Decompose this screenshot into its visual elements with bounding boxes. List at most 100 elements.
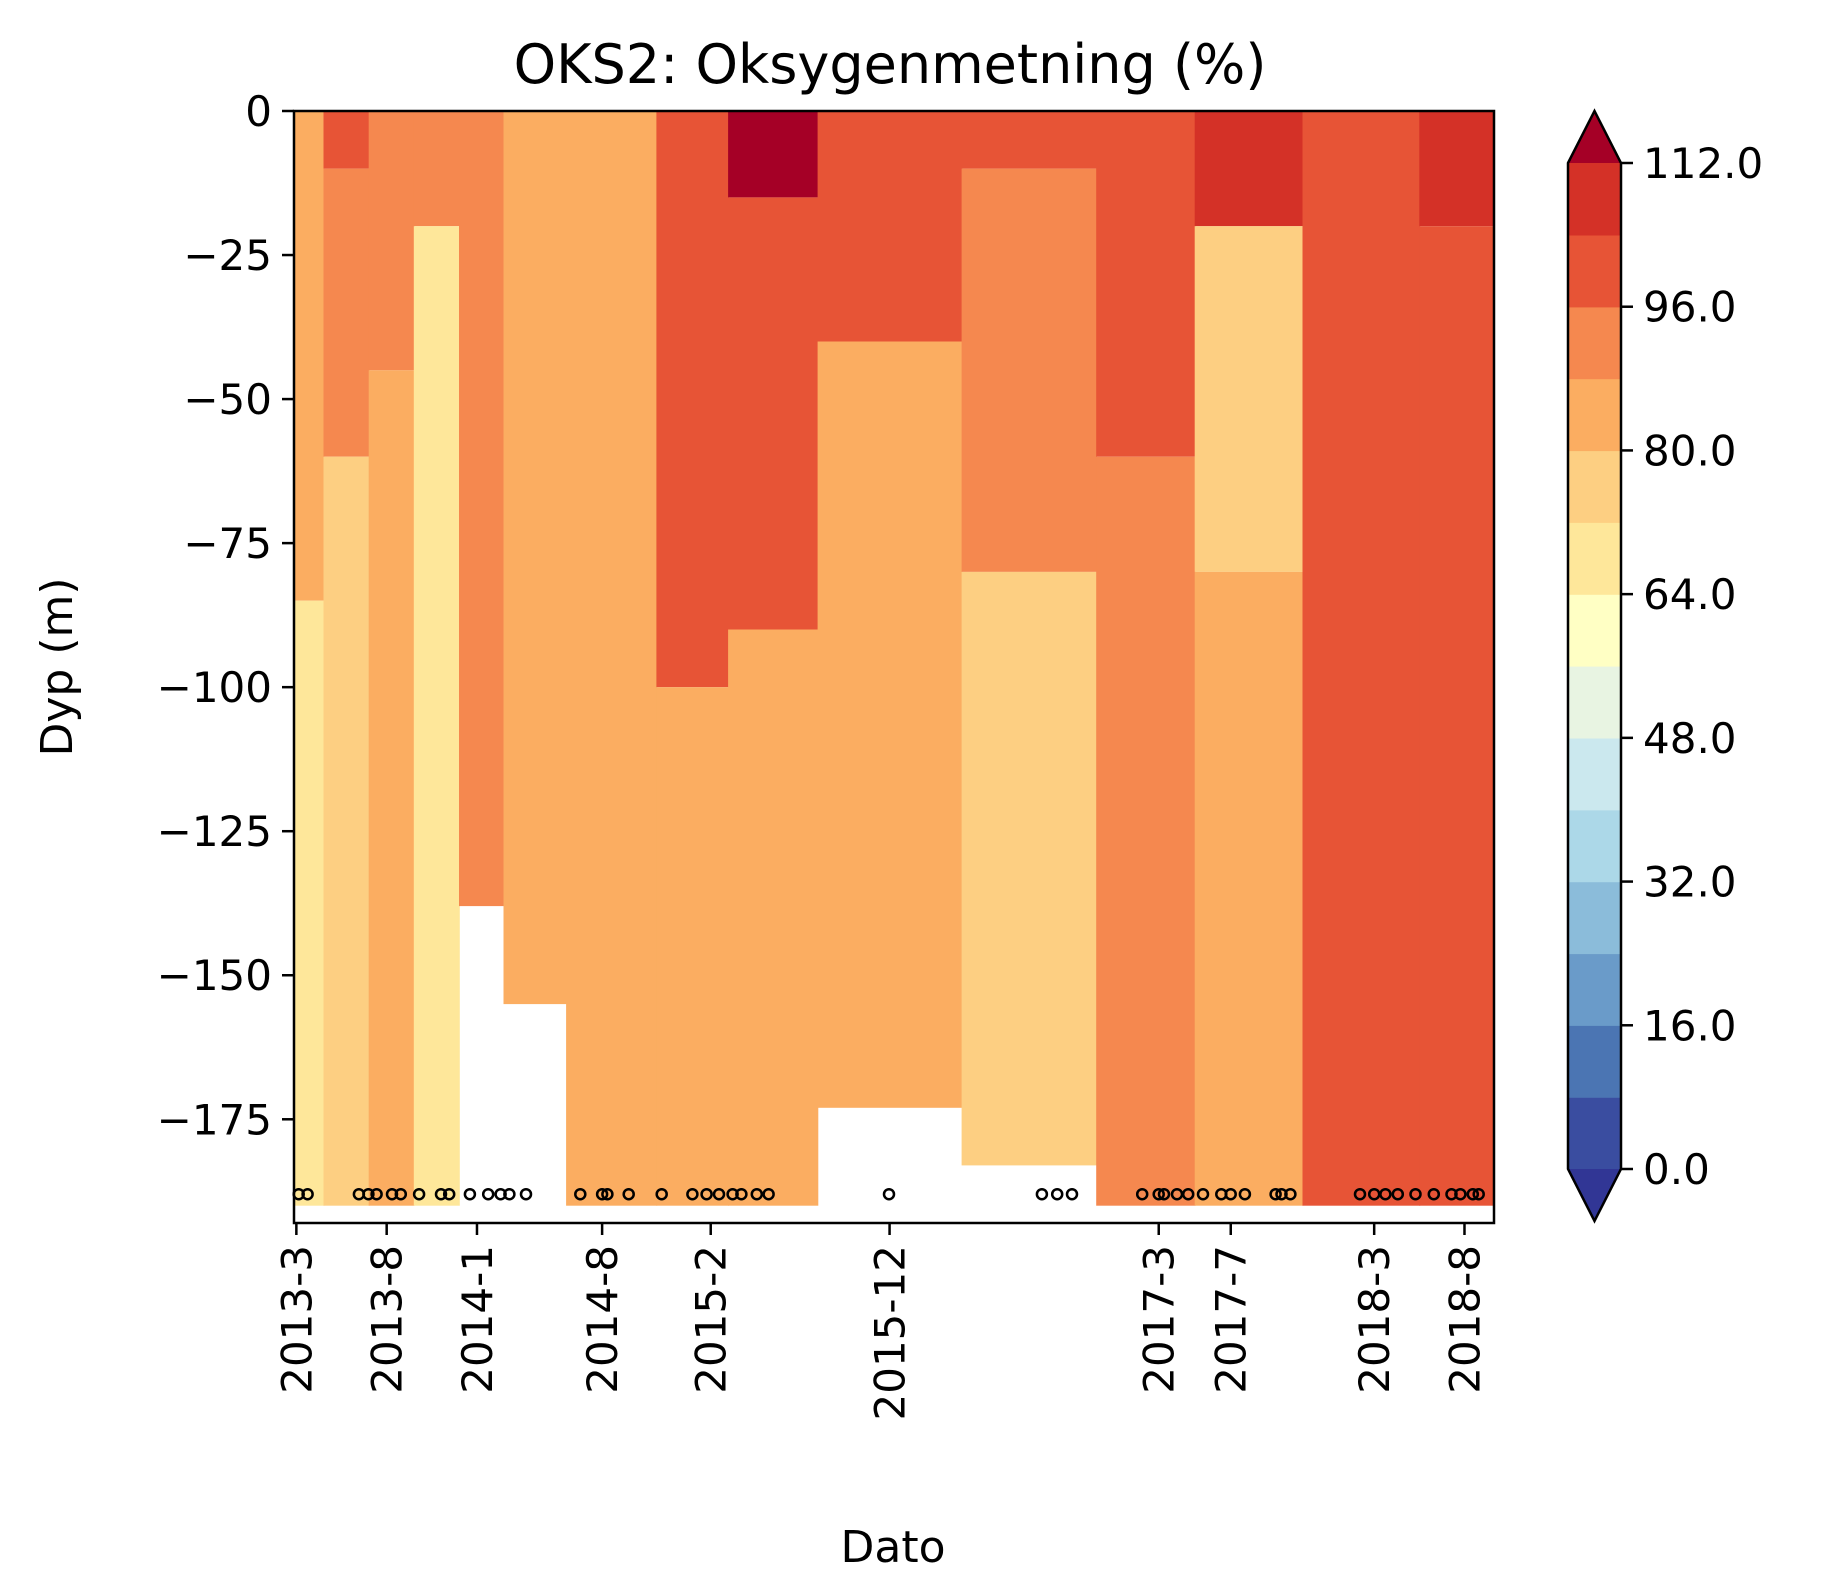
- x-tick-label: 2013-3: [272, 1245, 321, 1394]
- x-tick-label: 2018-3: [1350, 1245, 1399, 1394]
- contour-band: [503, 111, 567, 1005]
- sample-marker: [1284, 1187, 1297, 1201]
- colorbar-segment: [1568, 450, 1621, 523]
- sample-marker: [1409, 1187, 1422, 1201]
- sample-markers: [292, 1187, 1485, 1201]
- sample-marker: [1065, 1187, 1079, 1201]
- x-tick-label: 2017-7: [1207, 1245, 1256, 1394]
- colorbar-extend-min: [1568, 1169, 1621, 1221]
- colorbar-tick-label: 0.0: [1643, 1145, 1710, 1194]
- colorbar-segment: [1568, 594, 1621, 667]
- y-axis-label: Dyp (m): [32, 577, 83, 756]
- x-tick-label: 2014-8: [578, 1245, 627, 1394]
- contour-band: [817, 341, 963, 1108]
- y-tick-label: −125: [157, 807, 272, 856]
- contour-band: [1302, 111, 1421, 1206]
- sample-marker: [481, 1187, 495, 1201]
- sample-marker: [1353, 1187, 1367, 1201]
- sample-marker: [750, 1187, 764, 1201]
- colorbar-segment: [1568, 163, 1621, 236]
- y-tick-label: −175: [157, 1095, 272, 1144]
- colorbar-segment: [1568, 234, 1621, 308]
- sample-marker: [574, 1187, 587, 1201]
- contour-band: [323, 168, 370, 457]
- colorbar-tick-label: 48.0: [1643, 714, 1737, 763]
- contour-band: [961, 111, 1097, 169]
- sample-marker: [503, 1187, 516, 1201]
- sample-marker: [1454, 1187, 1467, 1201]
- sample-marker: [301, 1187, 314, 1201]
- sample-marker: [735, 1187, 748, 1201]
- colorbar-segment: [1568, 809, 1621, 883]
- sample-marker: [1152, 1187, 1165, 1201]
- contour-band: [413, 226, 460, 1206]
- sample-marker: [1379, 1187, 1392, 1201]
- contour-band: [656, 111, 729, 688]
- contour-band: [323, 111, 370, 169]
- sample-marker: [622, 1187, 635, 1201]
- colorbar-segment: [1568, 737, 1621, 811]
- sample-marker: [1135, 1187, 1149, 1201]
- contour-band: [728, 197, 819, 630]
- x-tick-label: 2015-12: [866, 1245, 915, 1421]
- sample-marker: [1391, 1187, 1405, 1201]
- x-tick-label: 2013-8: [363, 1245, 412, 1394]
- sample-marker: [601, 1187, 614, 1201]
- sample-marker: [1157, 1187, 1171, 1201]
- sample-marker: [412, 1187, 426, 1201]
- sample-marker: [519, 1187, 533, 1201]
- sample-marker: [762, 1187, 775, 1201]
- x-tick-label: 2015-2: [687, 1245, 736, 1394]
- sample-marker: [362, 1187, 375, 1201]
- contour-band: [1419, 111, 1495, 227]
- contour-band: [294, 111, 325, 601]
- contour-band: [728, 629, 819, 1206]
- contour-band: [1194, 111, 1304, 227]
- sample-marker: [700, 1187, 713, 1201]
- sample-marker: [442, 1187, 456, 1201]
- colorbar-segment: [1568, 953, 1621, 1026]
- sample-marker: [1224, 1187, 1237, 1201]
- sample-marker: [686, 1187, 699, 1201]
- y-tick-label: −75: [183, 519, 272, 568]
- x-tick-label: 2018-8: [1441, 1245, 1490, 1394]
- contour-band: [368, 370, 415, 1206]
- sample-marker: [463, 1187, 477, 1201]
- sample-marker: [595, 1187, 609, 1201]
- y-axis: 0 −25 −50 −75 −100 −125 −150 −175: [157, 87, 294, 1144]
- sample-marker: [1181, 1187, 1195, 1201]
- x-tick-label: 2017-3: [1135, 1245, 1184, 1394]
- colorbar-tick-label: 64.0: [1643, 570, 1737, 619]
- sample-marker: [1466, 1187, 1480, 1201]
- sample-marker: [882, 1187, 896, 1201]
- y-tick-label: −150: [157, 951, 272, 1000]
- sample-marker: [370, 1187, 383, 1201]
- sample-marker: [1196, 1187, 1210, 1201]
- colorbar-segment: [1568, 306, 1621, 380]
- y-tick-label: −100: [157, 663, 272, 712]
- contour-band: [961, 571, 1097, 1166]
- colorbar: 0.0 16.0 32.0 48.0 64.0 80.0 96.0 112.0: [1566, 108, 1763, 1224]
- sample-marker: [434, 1187, 448, 1201]
- y-tick-label: −50: [183, 375, 272, 424]
- colorbar-segment: [1568, 522, 1621, 595]
- y-tick-label: 0: [245, 87, 272, 136]
- colorbar-tick-label: 80.0: [1643, 426, 1737, 475]
- contour-band: [368, 111, 415, 371]
- colorbar-tick-label: 112.0: [1643, 139, 1763, 188]
- sample-marker: [1035, 1187, 1049, 1201]
- contour-band: [1096, 456, 1196, 1206]
- sample-marker: [655, 1187, 668, 1201]
- sample-marker: [1472, 1187, 1485, 1201]
- contour-band: [294, 600, 325, 1206]
- contour-fills: [294, 111, 1495, 1206]
- y-tick-label: −25: [183, 231, 272, 280]
- x-tick-label: 2014-1: [453, 1245, 502, 1394]
- colorbar-segment: [1568, 666, 1621, 739]
- colorbar-tick-label: 32.0: [1643, 858, 1737, 907]
- contour-band: [728, 111, 819, 198]
- x-axis-label: Dato: [840, 1522, 945, 1573]
- colorbar-tick-label: 96.0: [1643, 283, 1737, 332]
- x-axis: 2013-3 2013-8 2014-1 2014-8 2015-2 2015-12 201…: [272, 1223, 1490, 1421]
